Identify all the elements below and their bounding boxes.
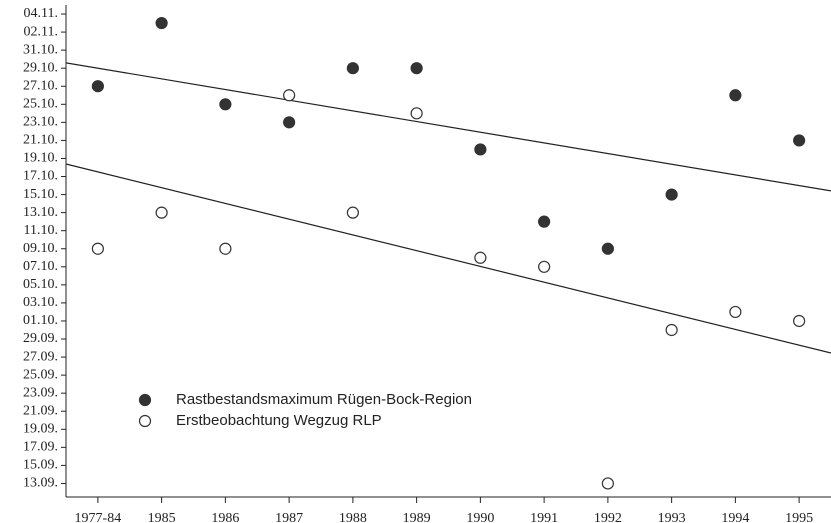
trend-line xyxy=(65,163,831,354)
marker xyxy=(793,314,806,328)
marker xyxy=(283,89,296,102)
y-tick-label: 29.10. xyxy=(23,60,58,75)
y-tick-label: 13.10. xyxy=(23,205,58,220)
x-tick-label: 1985 xyxy=(148,511,176,523)
x-tick-label: 1994 xyxy=(721,511,749,523)
y-tick-label: 15.09. xyxy=(23,458,58,473)
x-tick-label: 1993 xyxy=(658,511,686,523)
marker xyxy=(155,206,168,219)
y-tick-label: 03.10. xyxy=(23,295,58,310)
marker xyxy=(601,477,614,490)
x-tick-label: 1991 xyxy=(530,511,558,523)
y-tick-label: 07.10. xyxy=(23,259,58,274)
marker xyxy=(538,215,551,228)
y-tick-label: 17.09. xyxy=(23,440,58,455)
marker xyxy=(729,305,742,319)
marker xyxy=(793,134,806,147)
marker xyxy=(410,62,423,75)
y-tick-label: 11.10. xyxy=(24,223,58,238)
y-tick-label: 31.10. xyxy=(23,42,58,57)
marker xyxy=(729,89,742,102)
y-tick-label: 23.10. xyxy=(23,115,58,130)
x-tick-label: 1990 xyxy=(466,511,494,523)
y-tick-label: 19.09. xyxy=(23,422,58,437)
y-tick-label: 13.09. xyxy=(23,476,58,491)
legend-label: Erstbeobachtung Wegzug RLP xyxy=(176,412,382,429)
marker xyxy=(601,242,614,255)
x-tick-label: 1987 xyxy=(275,511,303,523)
x-tick-label: 1988 xyxy=(339,511,367,523)
x-tick-label: 1995 xyxy=(785,511,813,523)
legend-marker xyxy=(138,414,152,428)
marker xyxy=(474,251,487,264)
y-tick-label: 02.11. xyxy=(24,24,58,39)
y-tick-label: 25.10. xyxy=(23,97,58,112)
x-tick-label: 1977-84 xyxy=(75,511,122,523)
marker xyxy=(91,242,104,255)
y-tick-label: 27.09. xyxy=(23,349,58,364)
marker xyxy=(410,107,423,120)
y-tick-label: 25.09. xyxy=(23,367,58,382)
x-tick-label: 1989 xyxy=(403,511,431,523)
legend-label: Rastbestandsmaximum Rügen-Bock-Region xyxy=(176,391,472,408)
y-tick-label: 29.09. xyxy=(23,331,58,346)
marker xyxy=(219,98,232,111)
marker xyxy=(538,260,551,273)
x-tick-label: 1992 xyxy=(594,511,622,523)
y-tick-label: 01.10. xyxy=(23,313,58,328)
marker xyxy=(346,62,359,75)
y-tick-label: 21.09. xyxy=(23,403,58,418)
y-tick-label: 17.10. xyxy=(23,169,58,184)
marker xyxy=(91,80,104,93)
marker xyxy=(665,188,678,201)
marker xyxy=(155,16,168,30)
marker xyxy=(219,242,232,255)
y-tick-label: 27.10. xyxy=(23,78,58,93)
y-tick-label: 19.10. xyxy=(23,151,58,166)
x-tick-label: 1986 xyxy=(211,511,239,523)
y-tick-label: 09.10. xyxy=(23,241,58,256)
legend-marker xyxy=(138,393,152,407)
y-tick-label: 05.10. xyxy=(23,277,58,292)
marker xyxy=(474,143,487,156)
trend-line xyxy=(65,62,831,192)
marker xyxy=(283,116,296,129)
y-tick-label: 21.10. xyxy=(23,133,58,148)
y-tick-label: 23.09. xyxy=(23,385,58,400)
y-tick-label: 15.10. xyxy=(23,187,58,202)
marker xyxy=(665,323,678,337)
y-tick-label: 04.11. xyxy=(24,6,58,21)
marker xyxy=(346,206,359,219)
